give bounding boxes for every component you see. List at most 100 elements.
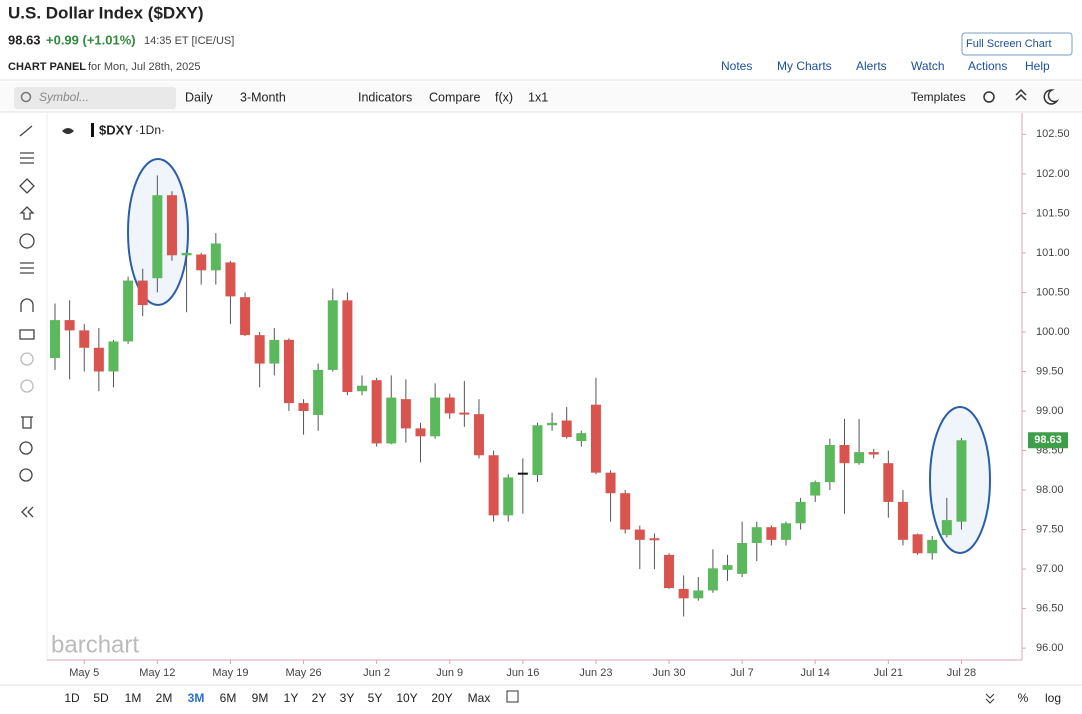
candle-body bbox=[210, 243, 221, 271]
x-tick-label: Jul 21 bbox=[874, 667, 903, 679]
change: +0.99 (+1.01%) bbox=[46, 32, 136, 47]
period-button[interactable]: 20Y bbox=[431, 691, 452, 705]
tool[interactable] bbox=[19, 468, 33, 482]
toolbar-item[interactable]: f(x) bbox=[495, 90, 513, 104]
toolbar-item[interactable]: 1x1 bbox=[528, 90, 548, 104]
candle-body bbox=[50, 320, 60, 359]
tool[interactable] bbox=[19, 329, 35, 340]
eye-icon[interactable] bbox=[62, 128, 74, 134]
watermark: barchart bbox=[51, 631, 139, 658]
candle-body bbox=[766, 527, 777, 540]
candle-body bbox=[941, 520, 952, 536]
tool[interactable] bbox=[20, 298, 34, 312]
candle-body bbox=[342, 300, 353, 393]
candle-body bbox=[254, 335, 265, 364]
y-tick-label: 97.00 bbox=[1036, 563, 1064, 575]
toolbar-item[interactable]: 3-Month bbox=[240, 90, 286, 104]
header-link[interactable]: My Charts bbox=[777, 59, 832, 73]
collapse-icon[interactable] bbox=[1015, 88, 1027, 101]
tool[interactable] bbox=[19, 233, 35, 249]
legend-swatch bbox=[91, 123, 94, 137]
legend-interval: ·1Dn· bbox=[135, 123, 165, 137]
candle-body bbox=[664, 554, 675, 589]
full-screen-button[interactable] bbox=[961, 32, 1073, 56]
toolbar-item[interactable]: Compare bbox=[429, 90, 480, 104]
period-button[interactable]: 1Y bbox=[284, 691, 299, 705]
scale-option[interactable]: log bbox=[1045, 691, 1061, 705]
y-tick-label: 101.50 bbox=[1036, 207, 1070, 219]
tool[interactable] bbox=[20, 152, 34, 164]
calendar-icon[interactable] bbox=[506, 690, 519, 703]
drawing-tools bbox=[19, 125, 35, 518]
candle-body bbox=[225, 262, 236, 297]
x-tick-label: Jun 2 bbox=[363, 667, 390, 679]
period-button[interactable]: 1M bbox=[125, 691, 142, 705]
y-tick-label: 101.00 bbox=[1036, 247, 1070, 259]
scale-option[interactable]: % bbox=[1018, 691, 1029, 705]
candle-body bbox=[64, 320, 75, 331]
header-link[interactable]: Actions bbox=[968, 59, 1007, 73]
y-tick-label: 99.50 bbox=[1036, 365, 1064, 377]
candle-body bbox=[400, 399, 411, 429]
period-button[interactable]: 10Y bbox=[396, 691, 417, 705]
x-tick-label: Jun 9 bbox=[436, 667, 463, 679]
candle-body bbox=[912, 534, 923, 554]
tool[interactable] bbox=[19, 441, 33, 455]
tool[interactable] bbox=[21, 506, 34, 518]
candle-body bbox=[737, 543, 748, 574]
tool[interactable] bbox=[20, 379, 34, 393]
candle-body bbox=[298, 403, 309, 412]
period-button[interactable]: 6M bbox=[220, 691, 237, 705]
candle-body bbox=[707, 568, 718, 591]
header-link[interactable]: Help bbox=[1025, 59, 1050, 73]
y-tick-label: 96.00 bbox=[1036, 642, 1064, 654]
candle-body bbox=[327, 300, 338, 370]
settings-icon[interactable] bbox=[983, 91, 995, 103]
period-button[interactable]: 2M bbox=[156, 691, 173, 705]
x-tick-label: Jun 30 bbox=[653, 667, 686, 679]
period-button[interactable]: 5Y bbox=[368, 691, 383, 705]
header-link[interactable]: Notes bbox=[721, 59, 752, 73]
candle-body bbox=[547, 422, 558, 426]
period-button[interactable]: 3M bbox=[188, 691, 205, 705]
candle-body bbox=[269, 339, 280, 364]
candle-body bbox=[795, 501, 806, 524]
toolbar-item[interactable]: Daily bbox=[185, 90, 214, 104]
tool[interactable] bbox=[19, 178, 35, 194]
tool[interactable] bbox=[19, 206, 35, 220]
candle-body bbox=[108, 341, 119, 372]
y-tick-label: 102.00 bbox=[1036, 168, 1070, 180]
header-link[interactable]: Alerts bbox=[856, 59, 887, 73]
toolbar-item[interactable]: Indicators bbox=[358, 90, 412, 104]
candle-body bbox=[839, 444, 850, 464]
candle-body bbox=[605, 472, 616, 494]
legend-symbol: $DXY bbox=[99, 122, 133, 137]
candle-body bbox=[473, 414, 484, 456]
period-button[interactable]: 2Y bbox=[312, 691, 327, 705]
candle-body bbox=[532, 425, 543, 476]
theme-icon[interactable] bbox=[1043, 89, 1060, 105]
candle-body bbox=[488, 455, 499, 516]
candle-body bbox=[371, 380, 382, 444]
period-button[interactable]: 1D bbox=[64, 691, 80, 705]
candle-body bbox=[79, 330, 90, 348]
symbol-input[interactable] bbox=[14, 87, 176, 109]
period-button[interactable]: 3Y bbox=[340, 691, 355, 705]
period-button[interactable]: Max bbox=[468, 691, 491, 705]
tool[interactable] bbox=[21, 416, 33, 429]
last-price-label: 98.63 bbox=[1034, 434, 1062, 446]
expand-icon[interactable] bbox=[985, 693, 995, 704]
tool[interactable] bbox=[19, 125, 33, 137]
tool[interactable] bbox=[20, 262, 34, 274]
candle-body bbox=[620, 493, 631, 530]
y-tick-label: 102.50 bbox=[1036, 128, 1070, 140]
templates[interactable]: Templates bbox=[911, 90, 966, 104]
candle-body bbox=[810, 482, 821, 496]
header-link[interactable]: Watch bbox=[911, 59, 945, 73]
period-button[interactable]: 5D bbox=[93, 691, 109, 705]
candle-body bbox=[634, 529, 645, 540]
tool[interactable] bbox=[20, 352, 34, 366]
period-button[interactable]: 9M bbox=[252, 691, 269, 705]
candle-body bbox=[868, 452, 879, 455]
